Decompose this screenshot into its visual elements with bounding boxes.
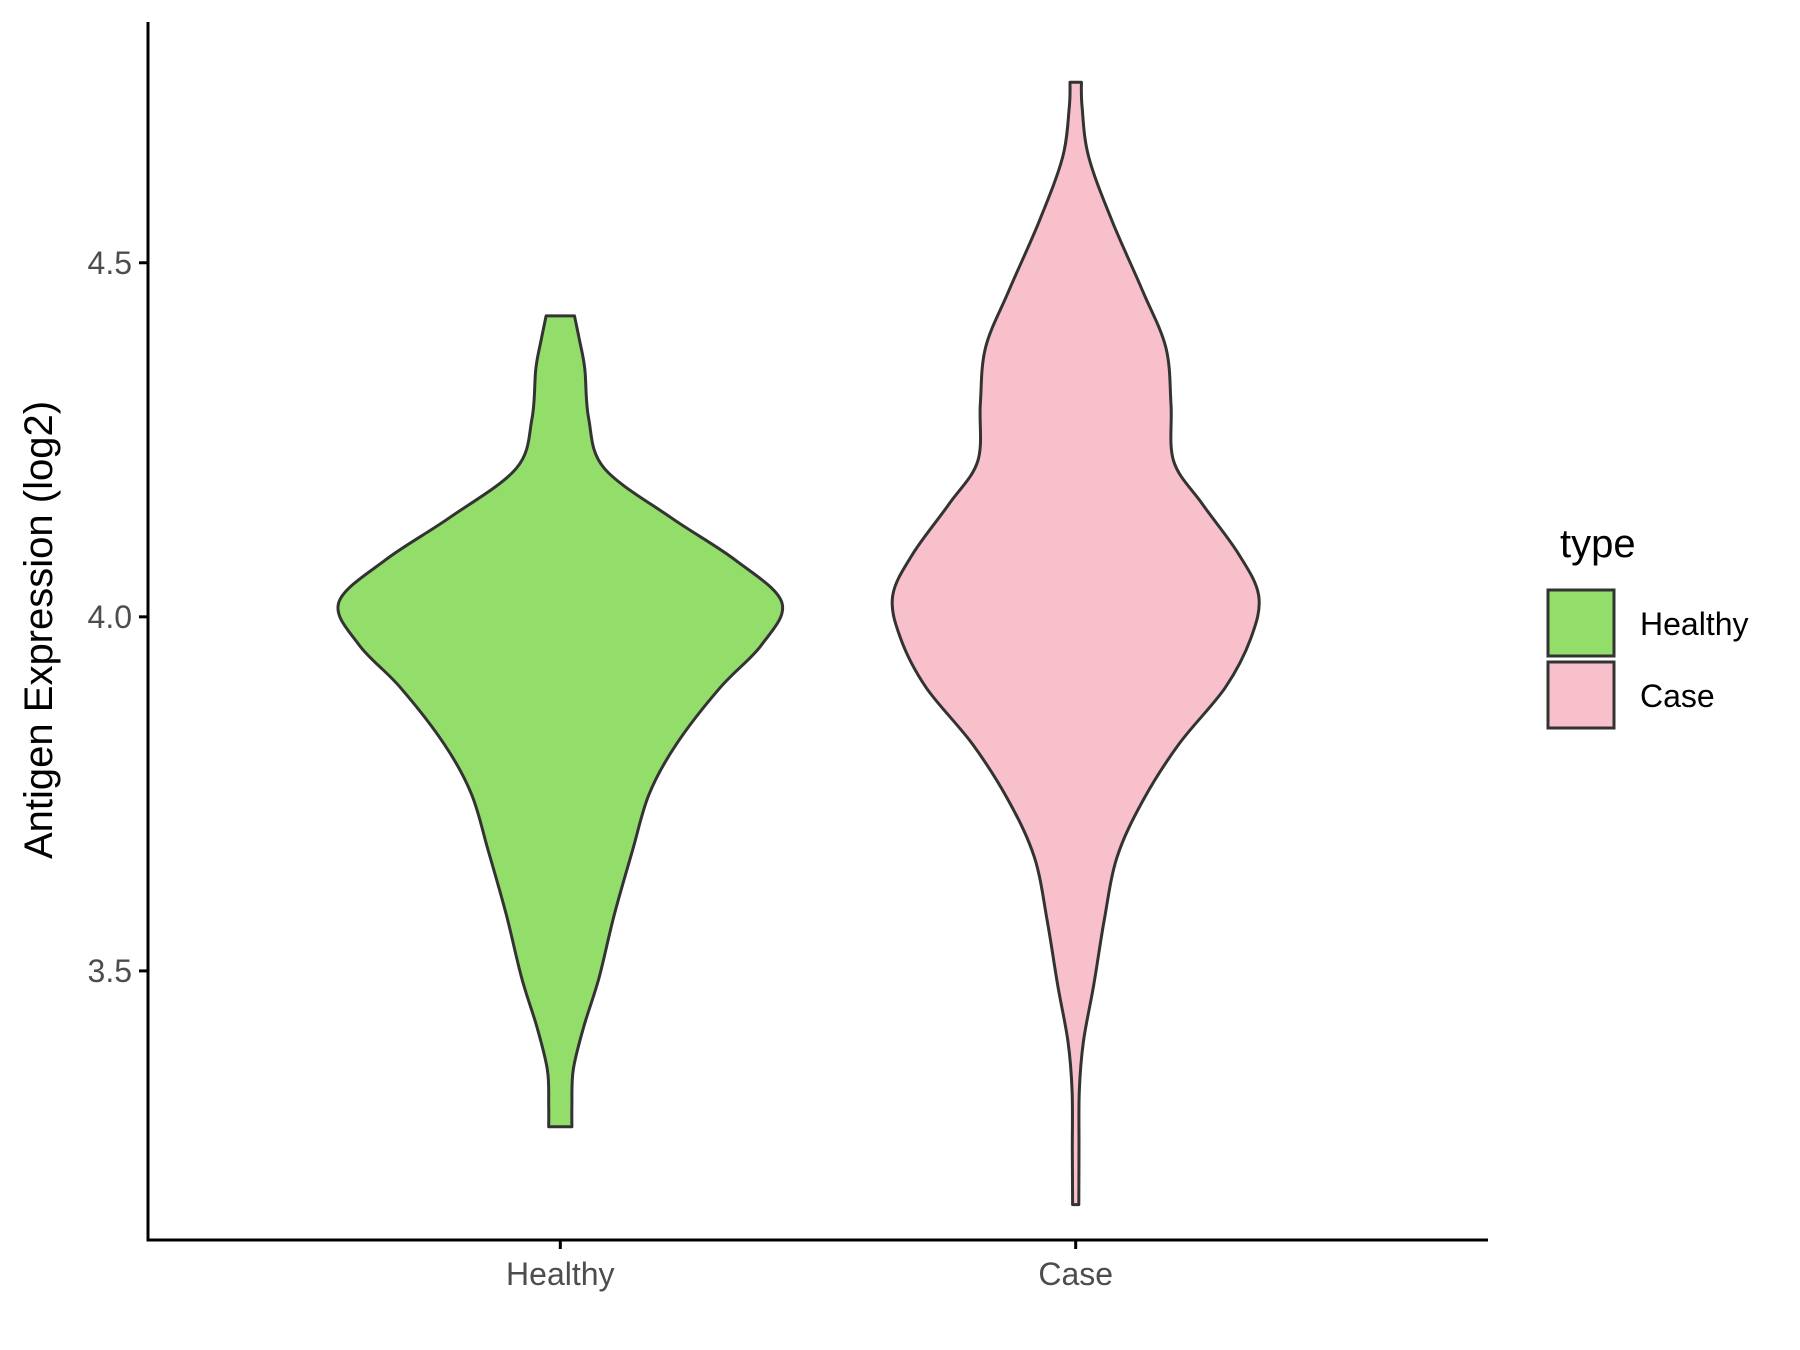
legend: type Healthy Case — [1546, 522, 1749, 730]
legend-swatch-healthy — [1546, 588, 1616, 658]
y-tick-label: 4.5 — [88, 245, 132, 281]
y-tick-label: 4.0 — [88, 599, 132, 635]
y-axis-title: Antigen Expression (log2) — [17, 401, 61, 859]
x-tick-label: Healthy — [506, 1256, 615, 1292]
x-ticks: Healthy Case — [506, 1240, 1113, 1292]
violins-layer — [336, 80, 1261, 1207]
x-tick-label: Case — [1038, 1256, 1113, 1292]
axes-layer: 3.5 4.0 4.5 Healthy Case — [88, 22, 1488, 1292]
y-tick-label: 3.5 — [88, 953, 132, 989]
legend-label-healthy: Healthy — [1640, 606, 1749, 642]
legend-title: type — [1560, 522, 1636, 566]
legend-swatch-case — [1546, 660, 1616, 730]
violin-case — [890, 80, 1261, 1207]
legend-label-case: Case — [1640, 678, 1715, 714]
violin-healthy — [336, 314, 785, 1129]
y-ticks: 3.5 4.0 4.5 — [88, 245, 148, 989]
legend-entries: Healthy Case — [1546, 588, 1749, 730]
